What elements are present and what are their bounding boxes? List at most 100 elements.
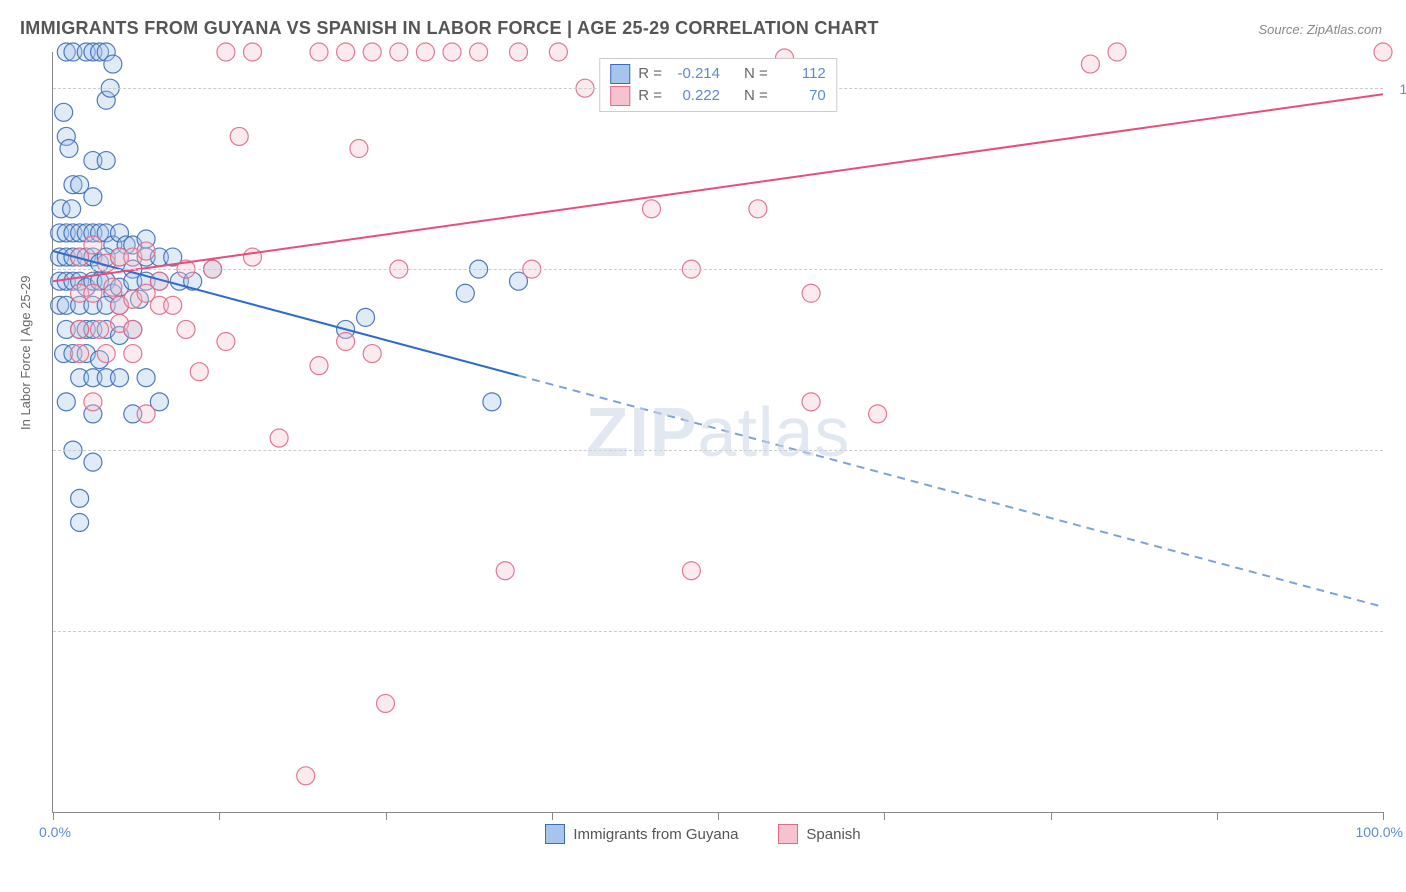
- scatter-point-spanish: [337, 43, 355, 61]
- y-tick-label: 100.0%: [1400, 81, 1406, 97]
- scatter-point-spanish: [104, 278, 122, 296]
- scatter-point-spanish: [682, 562, 700, 580]
- scatter-point-spanish: [510, 43, 528, 61]
- x-tick: [53, 812, 54, 820]
- x-tick: [1383, 812, 1384, 820]
- legend-swatch-guyana: [545, 824, 565, 844]
- scatter-point-guyana: [357, 308, 375, 326]
- stat-key: N =: [744, 85, 768, 107]
- gridline: 55.0%: [53, 631, 1383, 632]
- scatter-point-guyana: [483, 393, 501, 411]
- scatter-point-spanish: [84, 393, 102, 411]
- legend-item: Spanish: [778, 824, 860, 844]
- legend-swatch-spanish: [778, 824, 798, 844]
- scatter-point-spanish: [363, 345, 381, 363]
- scatter-point-spanish: [84, 284, 102, 302]
- x-tick: [552, 812, 553, 820]
- scatter-point-spanish: [802, 284, 820, 302]
- scatter-point-guyana: [111, 369, 129, 387]
- scatter-point-spanish: [71, 320, 89, 338]
- stat-value: 70: [776, 85, 826, 107]
- scatter-point-guyana: [104, 55, 122, 73]
- scatter-point-spanish: [643, 200, 661, 218]
- scatter-point-spanish: [496, 562, 514, 580]
- chart-svg: [53, 52, 1383, 812]
- scatter-point-spanish: [164, 296, 182, 314]
- scatter-point-guyana: [71, 513, 89, 531]
- gridline: 70.0%: [53, 450, 1383, 451]
- legend-stats-row: R = -0.214 N = 112: [610, 63, 826, 85]
- plot-area: ZIPatlas R = -0.214 N = 112 R = 0.222 N …: [52, 52, 1383, 813]
- x-tick: [718, 812, 719, 820]
- scatter-point-spanish: [71, 345, 89, 363]
- scatter-point-spanish: [1081, 55, 1099, 73]
- x-tick: [1217, 812, 1218, 820]
- scatter-point-guyana: [55, 103, 73, 121]
- stat-value: 0.222: [670, 85, 720, 107]
- scatter-point-spanish: [310, 357, 328, 375]
- scatter-point-spanish: [190, 363, 208, 381]
- scatter-point-spanish: [244, 43, 262, 61]
- x-tick: [1051, 812, 1052, 820]
- scatter-point-spanish: [416, 43, 434, 61]
- scatter-point-spanish: [124, 345, 142, 363]
- x-tick: [884, 812, 885, 820]
- stat-key: R =: [638, 85, 662, 107]
- scatter-point-spanish: [230, 127, 248, 145]
- scatter-point-spanish: [749, 200, 767, 218]
- stat-key: N =: [744, 63, 768, 85]
- scatter-point-guyana: [84, 188, 102, 206]
- legend-stats-row: R = 0.222 N = 70: [610, 85, 826, 107]
- scatter-point-spanish: [802, 393, 820, 411]
- chart-title: IMMIGRANTS FROM GUYANA VS SPANISH IN LAB…: [20, 18, 879, 39]
- scatter-point-guyana: [71, 489, 89, 507]
- scatter-point-spanish: [137, 242, 155, 260]
- scatter-point-spanish: [337, 333, 355, 351]
- scatter-point-spanish: [390, 43, 408, 61]
- x-tick: [219, 812, 220, 820]
- y-axis-title: In Labor Force | Age 25-29: [18, 276, 33, 430]
- scatter-point-spanish: [1108, 43, 1126, 61]
- scatter-point-guyana: [84, 453, 102, 471]
- gridline: 85.0%: [53, 269, 1383, 270]
- scatter-point-guyana: [456, 284, 474, 302]
- scatter-point-spanish: [84, 236, 102, 254]
- scatter-point-spanish: [470, 43, 488, 61]
- x-tick: [386, 812, 387, 820]
- scatter-point-spanish: [297, 767, 315, 785]
- scatter-point-spanish: [350, 140, 368, 158]
- scatter-point-spanish: [549, 43, 567, 61]
- legend-swatch-spanish: [610, 86, 630, 106]
- legend-item: Immigrants from Guyana: [545, 824, 738, 844]
- scatter-point-spanish: [270, 429, 288, 447]
- stat-value: 112: [776, 63, 826, 85]
- scatter-point-guyana: [97, 152, 115, 170]
- legend-stats-box: R = -0.214 N = 112 R = 0.222 N = 70: [599, 58, 837, 112]
- scatter-point-spanish: [377, 694, 395, 712]
- legend-label: Immigrants from Guyana: [573, 826, 738, 843]
- scatter-point-spanish: [177, 320, 195, 338]
- scatter-point-guyana: [60, 140, 78, 158]
- trendline-spanish: [53, 94, 1383, 281]
- legend-swatch-guyana: [610, 64, 630, 84]
- legend-bottom: Immigrants from Guyana Spanish: [0, 824, 1406, 844]
- source-label: Source: ZipAtlas.com: [1258, 22, 1382, 37]
- scatter-point-spanish: [91, 320, 109, 338]
- scatter-point-spanish: [310, 43, 328, 61]
- scatter-point-guyana: [57, 393, 75, 411]
- scatter-point-spanish: [97, 345, 115, 363]
- scatter-point-spanish: [124, 320, 142, 338]
- scatter-point-spanish: [217, 333, 235, 351]
- legend-label: Spanish: [806, 826, 860, 843]
- scatter-point-spanish: [1374, 43, 1392, 61]
- scatter-point-guyana: [137, 369, 155, 387]
- scatter-point-spanish: [217, 43, 235, 61]
- scatter-point-spanish: [363, 43, 381, 61]
- scatter-point-spanish: [869, 405, 887, 423]
- scatter-point-spanish: [244, 248, 262, 266]
- scatter-point-spanish: [443, 43, 461, 61]
- scatter-point-spanish: [137, 405, 155, 423]
- stat-key: R =: [638, 63, 662, 85]
- scatter-point-guyana: [63, 200, 81, 218]
- stat-value: -0.214: [670, 63, 720, 85]
